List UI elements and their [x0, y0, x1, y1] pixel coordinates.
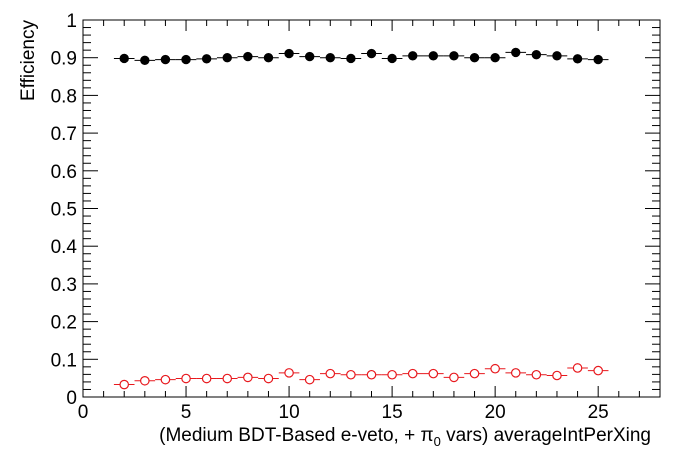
data-point-open — [387, 369, 397, 380]
x-tick-label: 10 — [279, 402, 300, 423]
x-tick-label: 0 — [78, 402, 89, 423]
data-point-open — [140, 375, 150, 386]
data-point-open — [366, 369, 377, 380]
data-point-filled — [572, 54, 583, 64]
x-axis-title-pi: π — [420, 425, 433, 446]
y-tick-label: 0.8 — [51, 86, 77, 107]
data-point-filled — [243, 51, 253, 62]
data-point-filled — [387, 53, 397, 64]
data-point-open — [469, 368, 480, 379]
data-point-open — [510, 368, 521, 378]
data-point-open — [449, 372, 459, 383]
data-point-filled — [552, 51, 562, 61]
y-tick-label: 1 — [66, 11, 77, 32]
x-axis-title-suffix: vars) averageIntPerXing — [441, 425, 651, 446]
data-point-filled — [593, 54, 603, 65]
data-point-filled — [160, 54, 171, 65]
data-point-filled — [222, 53, 232, 63]
x-axis-title-prefix: (Medium BDT-Based e-veto, + — [159, 425, 420, 446]
frame — [82, 19, 661, 398]
data-point-open — [531, 369, 542, 380]
data-point-open — [160, 374, 171, 385]
data-point-open — [593, 365, 603, 376]
data-point-open — [552, 370, 562, 381]
y-tick-label: 0.4 — [51, 237, 78, 258]
data-point-filled — [263, 53, 274, 63]
x-tick-label: 20 — [485, 402, 506, 423]
y-tick-label: 0 — [66, 388, 77, 409]
data-point-filled — [531, 49, 542, 60]
data-point-filled — [140, 55, 150, 66]
data-point-open — [407, 368, 418, 379]
data-point-filled — [490, 53, 500, 63]
y-tick-label: 0.2 — [51, 313, 77, 334]
y-tick-label: 0.9 — [51, 49, 77, 70]
data-point-open — [304, 374, 315, 385]
x-tick-label: 25 — [588, 402, 609, 423]
data-point-open — [572, 363, 583, 373]
y-tick-label: 0.7 — [51, 124, 77, 145]
y-axis-title: Efficiency — [18, 20, 39, 101]
data-point-filled — [449, 51, 459, 61]
axis-tick-labels: 0 5 10 15 20 25 0 0.1 0.2 0.3 0.4 0.5 0.6 0.7 0.8 0.9 1 — [51, 11, 609, 423]
data-markers — [113, 47, 609, 390]
y-tick-label: 0.1 — [51, 350, 77, 371]
y-tick-label: 0.3 — [51, 275, 77, 296]
data-point-open — [346, 369, 356, 380]
data-point-open — [119, 379, 130, 390]
data-point-filled — [201, 54, 212, 64]
data-point-filled — [469, 53, 480, 63]
data-point-open — [181, 373, 191, 384]
data-point-filled — [366, 48, 377, 59]
data-point-filled — [304, 51, 315, 62]
data-point-filled — [284, 48, 294, 59]
y-tick-label: 0.5 — [51, 200, 77, 221]
data-point-open — [490, 363, 500, 374]
y-tick-label: 0.6 — [51, 162, 77, 183]
data-point-open — [325, 368, 336, 379]
data-point-open — [284, 368, 294, 378]
data-point-filled — [181, 54, 191, 65]
x-axis-title: (Medium BDT-Based e-veto, + π0 vars) ave… — [159, 425, 651, 449]
data-point-filled — [428, 51, 439, 61]
data-point-open — [201, 373, 212, 384]
axis-ticks — [82, 19, 661, 398]
data-point-filled — [325, 53, 335, 63]
data-point-filled — [408, 51, 418, 61]
x-axis-title-subscript: 0 — [434, 434, 441, 449]
x-tick-label: 5 — [181, 402, 192, 423]
data-point-filled — [511, 47, 521, 58]
data-point-open — [428, 368, 439, 379]
data-point-open — [222, 373, 233, 384]
data-point-open — [243, 372, 253, 383]
data-point-filled — [346, 53, 356, 64]
data-point-open — [263, 373, 274, 384]
x-tick-label: 15 — [382, 402, 403, 423]
data-point-filled — [119, 53, 129, 64]
